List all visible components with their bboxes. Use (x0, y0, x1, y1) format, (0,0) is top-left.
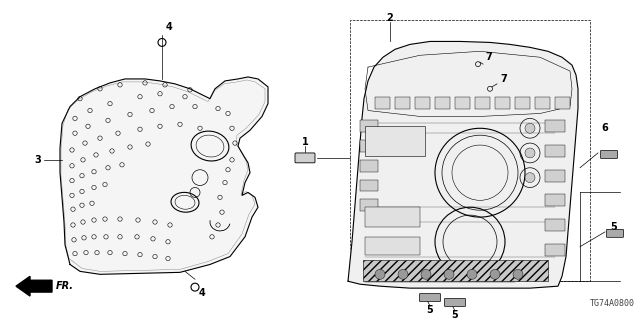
Text: 4: 4 (166, 22, 173, 32)
Bar (360, 180, 378, 191)
Polygon shape (348, 42, 578, 288)
Text: FR.: FR. (56, 281, 74, 291)
Polygon shape (60, 77, 268, 274)
Bar (545, 219, 565, 231)
Text: TG74A0800: TG74A0800 (590, 300, 635, 308)
Text: 6: 6 (601, 123, 608, 133)
Circle shape (525, 123, 535, 133)
Text: 5: 5 (427, 305, 433, 315)
Text: 5: 5 (610, 222, 617, 232)
Bar (545, 244, 565, 256)
Bar (395, 97, 410, 108)
Text: 7: 7 (485, 52, 492, 62)
Bar (360, 140, 378, 152)
Bar (545, 120, 565, 132)
Bar (495, 97, 510, 108)
Bar (545, 194, 565, 206)
FancyBboxPatch shape (365, 207, 420, 227)
Text: 7: 7 (500, 74, 507, 84)
Circle shape (513, 269, 523, 279)
Circle shape (490, 269, 500, 279)
Bar (545, 145, 565, 157)
FancyBboxPatch shape (365, 264, 515, 282)
FancyBboxPatch shape (295, 153, 315, 163)
Bar (435, 97, 450, 108)
Bar (475, 97, 490, 108)
Text: 3: 3 (35, 155, 42, 165)
Circle shape (421, 269, 431, 279)
Circle shape (525, 173, 535, 182)
Circle shape (444, 269, 454, 279)
Text: 2: 2 (387, 13, 394, 23)
Bar (363, 260, 548, 281)
FancyBboxPatch shape (445, 299, 465, 306)
Bar (360, 160, 378, 172)
Bar (375, 97, 390, 108)
Bar (515, 97, 530, 108)
Text: 1: 1 (301, 137, 308, 147)
Text: 4: 4 (199, 288, 205, 298)
FancyBboxPatch shape (600, 150, 618, 158)
Bar (360, 199, 378, 211)
Bar (455, 97, 470, 108)
Bar (350, 20, 590, 281)
Bar (545, 170, 565, 181)
Polygon shape (16, 276, 52, 296)
Circle shape (525, 148, 535, 158)
Bar (415, 97, 430, 108)
Bar (360, 120, 378, 132)
Bar (555, 97, 570, 108)
FancyBboxPatch shape (365, 126, 425, 156)
Circle shape (375, 269, 385, 279)
FancyBboxPatch shape (419, 293, 440, 301)
Circle shape (398, 269, 408, 279)
Circle shape (467, 269, 477, 279)
Text: 5: 5 (452, 310, 458, 320)
FancyBboxPatch shape (365, 237, 420, 255)
FancyBboxPatch shape (607, 229, 623, 237)
Bar (535, 97, 550, 108)
